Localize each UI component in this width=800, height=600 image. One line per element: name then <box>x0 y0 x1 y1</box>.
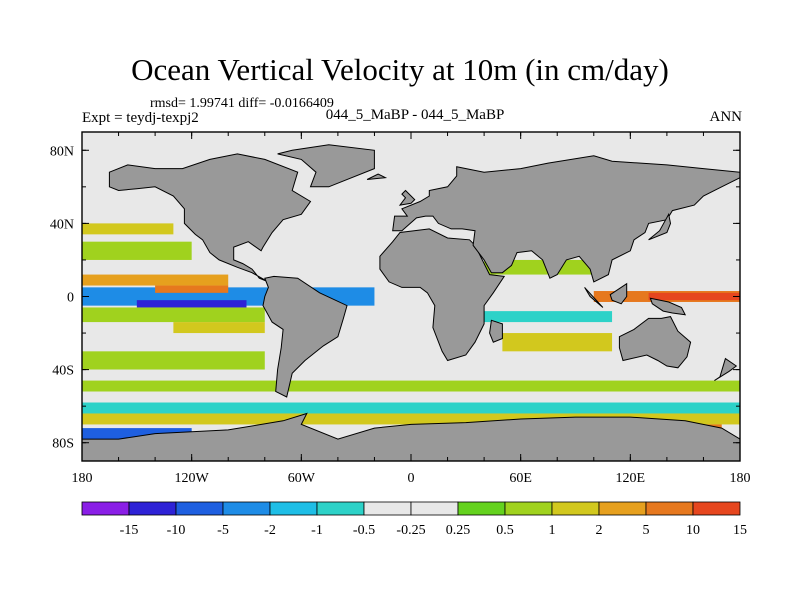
colorbar-label: 10 <box>686 523 700 538</box>
x-tick-label: 0 <box>408 471 415 486</box>
colorbar-label: -10 <box>167 523 186 538</box>
plot-subtitle: 044_5_MaBP - 044_5_MaBP <box>325 107 505 123</box>
land-polygon <box>392 155 740 283</box>
field-band <box>82 307 265 323</box>
x-tick-label: 60W <box>288 471 316 486</box>
land-polygon <box>277 144 375 188</box>
colorbar-swatch <box>457 501 506 516</box>
field-band <box>82 402 740 414</box>
y-tick-label: 40S <box>52 364 74 379</box>
colorbar-label: -5 <box>217 523 229 538</box>
land-polygon <box>609 282 628 305</box>
land-polygon <box>584 287 604 308</box>
land-polygon <box>714 357 738 382</box>
colorbar-swatch <box>504 501 553 516</box>
colorbar-swatch <box>692 501 741 516</box>
field-band <box>82 351 265 370</box>
colorbar-swatch <box>269 501 318 516</box>
colorbar-label: -1 <box>311 523 323 538</box>
experiment-label: Expt = teydj-texpj2 <box>82 110 199 126</box>
colorbar-swatch <box>128 501 177 516</box>
land-polygon <box>618 316 692 369</box>
x-axis: 180 120W 60W 0 60E 120E 180 <box>72 132 751 486</box>
colorbar-swatch <box>222 501 271 516</box>
land-polygon <box>489 319 503 343</box>
colorbar: -15 -10 -5 -2 -1 -0.5 -0.25 0.25 0.5 1 2 5 10 15 <box>81 501 747 538</box>
colorbar-swatch <box>363 501 412 516</box>
land-polygon <box>82 412 740 461</box>
y-tick-label: 40N <box>50 217 74 232</box>
season-label: ANN <box>709 109 743 125</box>
colorbar-swatch <box>551 501 600 516</box>
land-polygon <box>649 297 687 316</box>
field-band <box>82 369 740 381</box>
field-band <box>648 292 740 301</box>
x-tick-label: 120E <box>616 471 646 486</box>
field-band <box>173 322 265 334</box>
land-mask <box>82 144 740 461</box>
colorbar-label: 1 <box>549 523 556 538</box>
field-band <box>82 241 192 260</box>
colorbar-swatch <box>645 501 694 516</box>
field-band <box>82 223 174 235</box>
y-tick-label: 0 <box>67 291 74 306</box>
colorbar-label: 0.5 <box>496 523 514 538</box>
x-tick-label: 120W <box>175 471 210 486</box>
colorbar-label: -0.25 <box>396 523 425 538</box>
colorbar-swatch <box>81 501 130 516</box>
y-tick-label: 80S <box>52 437 74 452</box>
colorbar-label: 2 <box>596 523 603 538</box>
field-band <box>82 428 192 440</box>
colorbar-swatch <box>410 501 459 516</box>
field-band <box>136 300 247 308</box>
y-tick-label: 80N <box>50 144 74 159</box>
field-band <box>465 311 613 323</box>
colorbar-swatch <box>598 501 647 516</box>
x-tick-label: 60E <box>509 471 532 486</box>
y-axis: 80N 40N 0 40S 80S <box>50 144 740 452</box>
plot-title: Ocean Vertical Velocity at 10m (in cm/da… <box>131 52 669 87</box>
colorbar-label: -15 <box>120 523 139 538</box>
colorbar-label: 5 <box>643 523 650 538</box>
field-band <box>82 391 740 403</box>
colorbar-label: -0.5 <box>353 523 375 538</box>
field-band <box>82 380 740 392</box>
field-band <box>82 274 229 286</box>
land-polygon <box>398 189 416 206</box>
colorbar-label: -2 <box>264 523 276 538</box>
map-area <box>82 132 740 461</box>
land-polygon <box>366 173 388 180</box>
colorbar-swatch <box>175 501 224 516</box>
field-band <box>82 205 174 217</box>
field-band <box>82 413 740 425</box>
land-polygon <box>108 153 312 283</box>
colorbar-label: 0.25 <box>446 523 471 538</box>
land-polygon <box>262 275 348 398</box>
x-tick-label: 180 <box>72 471 93 486</box>
field-band <box>155 285 229 293</box>
land-polygon <box>379 228 506 362</box>
colorbar-swatch <box>316 501 365 516</box>
stats-line: rmsd= 1.99741 diff= -0.0166409 <box>150 96 334 111</box>
x-tick-label: 180 <box>730 471 751 486</box>
land-polygon <box>648 212 672 241</box>
field-band <box>502 333 613 352</box>
colorbar-label: 15 <box>733 523 747 538</box>
